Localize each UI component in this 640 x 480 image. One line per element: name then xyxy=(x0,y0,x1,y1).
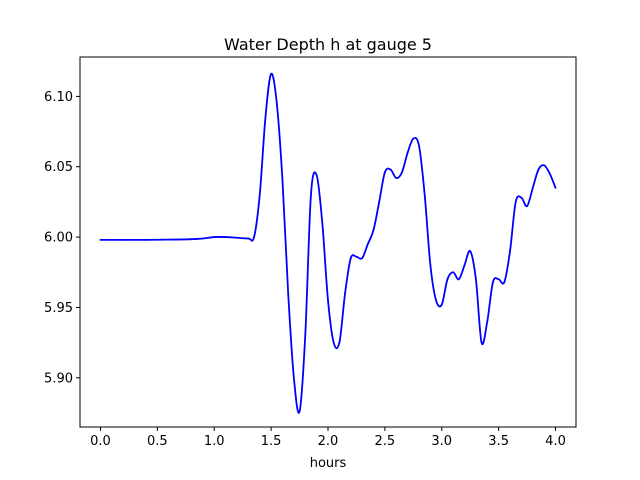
data-point xyxy=(122,238,125,241)
y-tick-label: 6.10 xyxy=(44,90,73,105)
data-point xyxy=(338,341,341,344)
data-point xyxy=(287,292,290,295)
data-point xyxy=(315,174,318,177)
data-point xyxy=(457,278,460,281)
data-point xyxy=(474,278,477,281)
data-point xyxy=(509,250,511,253)
data-point xyxy=(440,303,443,306)
x-tick-label: 0.5 xyxy=(147,434,168,449)
data-point xyxy=(145,238,147,241)
y-tick-label: 6.05 xyxy=(44,160,73,175)
data-point xyxy=(429,264,432,267)
data-point xyxy=(253,236,255,238)
data-point xyxy=(355,255,358,258)
data-point xyxy=(247,237,250,240)
data-point xyxy=(281,179,284,182)
data-point xyxy=(327,299,329,302)
data-point xyxy=(486,320,489,323)
data-point xyxy=(224,236,227,238)
data-point xyxy=(310,193,312,196)
data-point xyxy=(321,222,324,224)
x-axis-label: hours xyxy=(310,456,347,471)
x-tick-label: 3.5 xyxy=(488,434,509,449)
data-point xyxy=(548,172,551,175)
x-tick-label: 0.0 xyxy=(90,434,111,449)
data-point xyxy=(492,281,494,283)
x-tick-label: 3.0 xyxy=(431,434,452,449)
x-tick-label: 2.0 xyxy=(318,434,339,449)
data-point xyxy=(349,257,352,260)
data-point xyxy=(412,137,415,140)
data-point xyxy=(378,201,381,203)
data-point xyxy=(480,341,483,344)
data-point xyxy=(469,250,472,253)
data-point xyxy=(304,334,307,337)
data-point xyxy=(264,116,267,119)
data-point xyxy=(372,229,375,231)
data-point xyxy=(389,168,392,171)
data-point xyxy=(543,164,546,167)
data-point xyxy=(531,186,534,189)
plot-frame xyxy=(79,56,577,428)
data-point xyxy=(520,196,523,199)
data-point xyxy=(344,292,346,295)
y-tick-label: 5.95 xyxy=(44,301,73,316)
data-point xyxy=(332,341,335,344)
data-point xyxy=(258,193,261,196)
data-point xyxy=(292,376,295,379)
data-point xyxy=(361,257,364,260)
data-point xyxy=(401,171,403,174)
data-point xyxy=(423,193,426,196)
data-point xyxy=(435,299,437,302)
data-point xyxy=(395,177,398,179)
y-tick-label: 6.00 xyxy=(44,231,73,246)
axis-ticks: 0.0 0.5 1.0 1.5 2.0 2.5 3.0 3.5 4.0 5.90 5.95 6.00 6… xyxy=(44,90,566,449)
data-point xyxy=(554,186,557,189)
data-point xyxy=(514,201,517,203)
data-point xyxy=(190,238,193,241)
series-line xyxy=(100,72,557,414)
data-point xyxy=(270,72,273,75)
data-point xyxy=(418,144,420,147)
data-point xyxy=(167,238,170,241)
data-point xyxy=(406,151,409,154)
data-point xyxy=(213,236,216,238)
data-point xyxy=(503,281,506,283)
chart-title: Water Depth h at gauge 5 xyxy=(224,35,432,54)
x-tick-label: 1.5 xyxy=(261,434,282,449)
x-tick-label: 1.0 xyxy=(204,434,225,449)
x-tick-label: 4.0 xyxy=(545,434,566,449)
data-point xyxy=(537,168,540,171)
data-point xyxy=(236,236,238,239)
data-point xyxy=(383,171,386,174)
data-point xyxy=(446,278,449,281)
data-point xyxy=(298,410,301,413)
y-tick-label: 5.90 xyxy=(44,371,73,386)
x-tick-label: 2.5 xyxy=(375,434,396,449)
data-point xyxy=(275,102,278,105)
data-point xyxy=(497,278,500,281)
data-point xyxy=(526,205,528,208)
data-point xyxy=(463,264,466,267)
data-series xyxy=(99,72,557,414)
data-point xyxy=(452,271,455,274)
data-point xyxy=(201,237,204,240)
data-point xyxy=(366,243,369,246)
data-point xyxy=(99,238,102,241)
